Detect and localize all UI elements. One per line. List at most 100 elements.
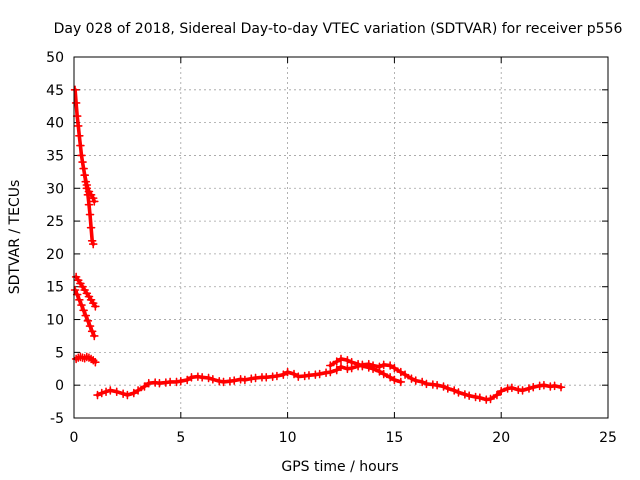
data-point [390,375,399,385]
y-tick-label: 30 [46,181,64,197]
data-point [347,357,356,367]
data-point [70,285,80,295]
data-point [261,373,271,382]
data-point [79,306,88,315]
data-point [492,390,502,400]
data-point [464,391,474,400]
data-point [75,131,84,141]
data-point [133,386,143,395]
data-point [89,197,99,206]
y-tick-label: 25 [46,214,64,230]
data-point [364,363,374,372]
data-point [88,193,98,203]
data-point [75,295,84,305]
x-tick-label: 5 [176,430,185,446]
data-point [422,379,431,389]
data-point [82,180,92,190]
data-point [219,377,228,387]
data-point [106,386,115,395]
y-tick-label: 15 [46,280,64,296]
data-point [358,361,367,371]
data-point [396,377,406,387]
y-tick-label: -5 [50,411,64,427]
y-tick-label: 50 [46,50,64,66]
data-point [539,380,549,390]
data-point [87,236,97,246]
data-point [400,370,410,379]
data-point [155,378,164,388]
data-point [390,363,399,373]
y-axis-label: SDTVAR / TECUs [7,180,23,295]
x-tick-label: 10 [279,430,297,446]
data-point [204,373,213,383]
data-point [123,390,132,400]
y-tick-label: 10 [46,313,64,329]
data-point [140,382,149,391]
data-point [84,200,94,209]
data-point [73,121,83,131]
series-mid-branch-b [70,285,99,341]
data-point [528,382,538,392]
data-point [454,388,463,397]
data-point [460,390,470,399]
x-axis-label: GPS time / hours [281,459,398,475]
data-point [77,151,86,160]
data-point [72,290,82,299]
data-point [524,384,534,393]
data-point [81,311,91,320]
data-point [385,373,395,382]
data-point [208,374,218,384]
data-point [112,387,122,397]
data-point [343,355,352,365]
data-point [229,376,239,385]
grid-layer [74,57,608,418]
data-point [550,381,559,391]
data-point [336,362,346,372]
data-point [353,359,363,369]
data-point [93,390,102,400]
data-point [88,239,98,249]
data-point [379,369,389,379]
data-point [144,378,154,388]
data-point [79,164,88,173]
data-point [87,327,97,336]
data-point [432,380,442,390]
data-point [518,386,527,395]
data-point [507,383,517,393]
data-point [251,373,260,383]
data-point [439,382,448,391]
series-band [74,275,98,309]
series-steep-high-branch [70,85,98,249]
data-point [78,157,87,167]
data-point [315,369,324,379]
data-point [129,388,139,398]
plot-frame [73,56,609,419]
data-point [91,302,100,311]
data-point [375,367,384,376]
data-point [368,364,378,374]
data-layer [70,85,566,404]
y-tick-label: 5 [55,345,64,361]
data-point [396,367,406,377]
data-point [475,393,485,402]
series-low-early [71,352,100,367]
data-point [304,371,314,380]
data-point [240,375,250,385]
data-point [83,316,93,326]
data-point [293,372,303,381]
tick-layer: 0 5 10 15 20 25 -5 0 5 10 15 20 25 30 35 40 45 50 [46,50,617,446]
data-point [385,361,395,370]
data-point [496,386,506,396]
series-upper-side-branch [80,170,99,206]
data-point [332,357,342,366]
data-point [118,389,128,399]
data-point [279,370,288,379]
data-point [76,141,85,150]
y-tick-label: 20 [46,247,64,263]
data-point [176,376,186,386]
data-point [187,373,196,382]
data-point [407,374,416,383]
data-point [97,388,107,398]
data-point [91,357,100,367]
